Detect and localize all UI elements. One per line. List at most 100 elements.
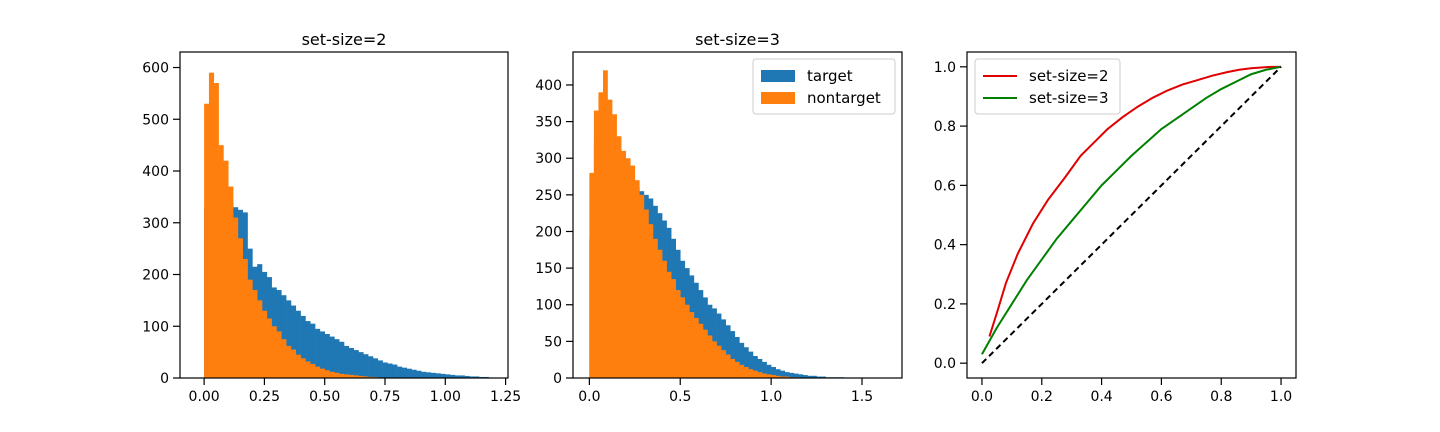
nontarget-bar bbox=[639, 194, 645, 378]
target-bar bbox=[802, 375, 808, 378]
target-bar bbox=[469, 376, 475, 378]
legend: target nontarget bbox=[752, 58, 896, 115]
y-tick-label: 350 bbox=[535, 115, 562, 131]
target-bar bbox=[339, 341, 345, 378]
target-bar bbox=[290, 305, 297, 378]
panel-set-size-3: 0.0 0.5 1.0 1.5 0 50 100 150 200 250 300 350 400 set-… bbox=[535, 30, 903, 405]
target-bar bbox=[411, 369, 417, 378]
nontarget-bar bbox=[698, 323, 704, 378]
y-tick-label: 150 bbox=[535, 261, 562, 277]
x-tick-label: 0.0 bbox=[971, 389, 993, 405]
nontarget-bar bbox=[648, 224, 654, 378]
target-bar bbox=[807, 375, 813, 378]
y-tick-label: 400 bbox=[142, 164, 169, 180]
axes-frame bbox=[179, 51, 509, 379]
target-bar bbox=[368, 356, 374, 378]
target-bar bbox=[372, 358, 379, 378]
target-bar bbox=[798, 374, 804, 378]
target-bar bbox=[743, 347, 749, 378]
target-bar bbox=[344, 345, 350, 378]
target-bar bbox=[387, 363, 393, 378]
target-bar bbox=[474, 376, 480, 378]
target-bar bbox=[435, 373, 441, 378]
nontarget-bar bbox=[208, 72, 215, 378]
nontarget-bar bbox=[295, 354, 301, 378]
x-tick-label: 0.00 bbox=[189, 389, 220, 405]
y-tick-label: 300 bbox=[142, 216, 169, 232]
target-bar bbox=[401, 367, 408, 378]
y-tick-label: 100 bbox=[142, 319, 169, 335]
nontarget-bar bbox=[204, 103, 210, 378]
nontarget-bar bbox=[334, 372, 340, 378]
nontarget-bar bbox=[329, 371, 335, 378]
y-tick-label: 300 bbox=[535, 151, 562, 167]
nontarget-bar bbox=[775, 375, 781, 378]
nontarget-bar bbox=[762, 373, 767, 378]
target-bar bbox=[766, 364, 772, 378]
nontarget-bar bbox=[247, 279, 253, 378]
target-bar bbox=[281, 295, 287, 378]
legend-label: set-size=3 bbox=[1029, 89, 1109, 107]
nontarget-bar bbox=[589, 172, 595, 378]
roc2-line bbox=[988, 65, 1282, 337]
target-bar bbox=[784, 372, 790, 378]
y-tick-label: 0.2 bbox=[934, 297, 956, 313]
target-bar bbox=[286, 300, 292, 378]
nontarget-bar bbox=[281, 339, 287, 378]
target-bar bbox=[730, 331, 736, 378]
target-bar bbox=[397, 366, 403, 378]
target-bar bbox=[739, 342, 745, 378]
nontarget-bar bbox=[358, 375, 364, 378]
nontarget-bar bbox=[616, 136, 622, 378]
nontarget-bar bbox=[290, 349, 297, 378]
nontarget-bar bbox=[223, 160, 229, 378]
legend-box bbox=[974, 58, 1121, 115]
y-tick-label: 1.0 bbox=[934, 60, 956, 76]
axes-frame bbox=[966, 51, 1297, 379]
target-bar bbox=[812, 375, 817, 378]
target-bar bbox=[426, 372, 432, 378]
nontarget-bar bbox=[228, 186, 234, 378]
legend-label: nontarget bbox=[807, 89, 881, 107]
nontarget-bar bbox=[612, 114, 617, 378]
nontarget-legend-swatch bbox=[761, 92, 795, 104]
x-tick-label: 0.5 bbox=[669, 389, 691, 405]
nontarget-bar bbox=[689, 312, 695, 378]
nontarget-bar bbox=[680, 297, 686, 378]
chart-title: set-size=3 bbox=[695, 30, 780, 49]
axes-frame bbox=[572, 51, 903, 379]
x-tick-label: 0.8 bbox=[1210, 389, 1232, 405]
nontarget-bar bbox=[252, 290, 258, 378]
y-tick-label: 200 bbox=[535, 224, 562, 240]
x-tick-label: 0.25 bbox=[249, 389, 280, 405]
x-tick-label: 1.00 bbox=[430, 389, 461, 405]
x-tick-label: 1.5 bbox=[851, 389, 873, 405]
target-bar bbox=[430, 372, 436, 378]
nontarget-bar bbox=[652, 238, 658, 378]
nontarget-bar bbox=[266, 318, 272, 378]
target-bar bbox=[721, 319, 726, 378]
target-bar bbox=[793, 373, 799, 378]
nontarget-bar bbox=[771, 375, 776, 378]
target-bar bbox=[734, 336, 740, 378]
nontarget-bar bbox=[766, 374, 772, 378]
chance-line bbox=[981, 66, 1282, 364]
nontarget-bar bbox=[324, 370, 330, 378]
y-tick-label: 400 bbox=[535, 78, 562, 94]
x-tick-label: 0.4 bbox=[1090, 389, 1112, 405]
x-tick-label: 0.75 bbox=[369, 389, 400, 405]
nontarget-bar bbox=[712, 341, 717, 378]
nontarget-bar bbox=[725, 354, 731, 378]
nontarget-bar bbox=[625, 158, 631, 378]
nontarget-series bbox=[204, 72, 388, 378]
y-tick-label: 100 bbox=[535, 298, 562, 314]
target-bar bbox=[305, 321, 311, 378]
nontarget-bar bbox=[218, 145, 224, 378]
x-tick-label: 1.0 bbox=[760, 389, 782, 405]
nontarget-bar bbox=[748, 369, 754, 378]
nontarget-bar bbox=[598, 92, 604, 378]
target-bar bbox=[377, 360, 383, 378]
target-bar bbox=[315, 328, 321, 378]
nontarget-bar bbox=[707, 335, 713, 378]
